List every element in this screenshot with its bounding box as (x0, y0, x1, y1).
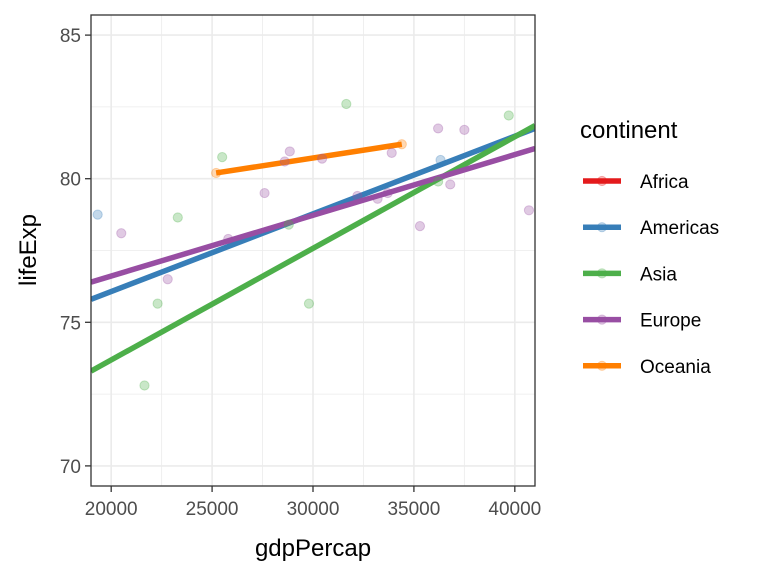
point-europe (316, 153, 328, 164)
legend: continent Africa Americas Asia Europe Oceani… (580, 117, 719, 378)
legend-label-asia: Asia (640, 264, 677, 285)
point-europe (414, 220, 426, 232)
axes: 20000 25000 30000 35000 40000 70 75 80 85 (60, 26, 541, 520)
trend-line-oceania (215, 141, 403, 176)
point-europe (279, 156, 290, 167)
point-europe (382, 187, 393, 199)
y-tick-label: 70 (60, 457, 81, 478)
x-tick-label: 20000 (85, 499, 138, 520)
point-asia (152, 298, 163, 309)
point-europe (459, 124, 470, 135)
point-europe (523, 205, 535, 216)
legend-key-point (596, 314, 608, 325)
legend-label-europe: Europe (640, 311, 701, 332)
legend-title: continent (580, 117, 678, 144)
trend-line-asia (91, 123, 535, 374)
data-points (92, 98, 535, 391)
point-europe (162, 274, 173, 285)
point-oceania (396, 139, 407, 150)
point-asia (172, 212, 183, 223)
legend-label-oceania: Oceania (640, 357, 711, 378)
point-europe (352, 190, 363, 202)
x-tick-label: 35000 (387, 499, 440, 520)
point-europe (433, 123, 444, 134)
point-asia (341, 98, 352, 110)
point-europe (284, 146, 295, 157)
trend-line-europe (91, 145, 535, 285)
point-asia (283, 219, 294, 230)
point-asia (303, 298, 315, 309)
x-tick-label: 25000 (186, 499, 239, 520)
point-oceania (211, 167, 222, 179)
y-tick-label: 85 (60, 26, 81, 47)
y-tick-label: 75 (60, 313, 81, 334)
x-tick-label: 30000 (287, 499, 340, 520)
point-americas (92, 209, 103, 220)
y-tick-label: 80 (60, 170, 81, 191)
x-axis-title: gdpPercap (255, 535, 371, 562)
point-americas (435, 154, 446, 166)
point-europe (223, 233, 234, 245)
legend-key-point (596, 360, 608, 371)
trend-lines (91, 123, 535, 374)
legend-label-africa: Africa (640, 172, 689, 193)
point-asia (433, 176, 444, 187)
y-axis-title: lifeExp (15, 214, 42, 286)
legend-label-americas: Americas (640, 218, 719, 239)
point-europe (372, 193, 383, 204)
point-asia (503, 110, 514, 121)
point-europe (116, 228, 127, 239)
point-europe (386, 147, 397, 158)
legend-key-point (596, 222, 608, 233)
point-asia (139, 380, 150, 391)
point-europe (259, 187, 270, 199)
legend-key-point (596, 175, 608, 187)
legend-key-point (596, 268, 608, 279)
x-tick-label: 40000 (488, 499, 541, 520)
point-europe (445, 179, 456, 190)
point-asia (217, 152, 228, 163)
